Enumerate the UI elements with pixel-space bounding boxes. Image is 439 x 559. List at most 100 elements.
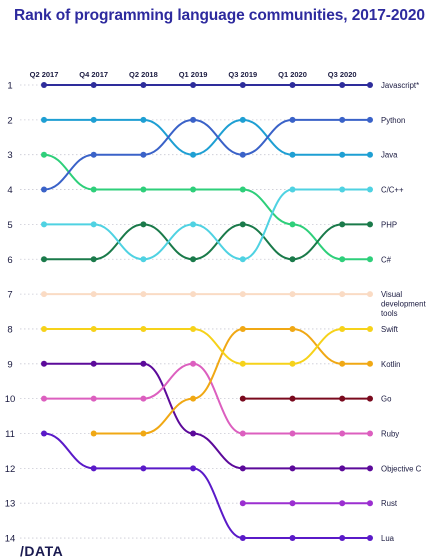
data-point-javascript xyxy=(140,82,147,88)
data-point-swift xyxy=(289,360,296,367)
legend: Javascript* Python Java C/C++ PHP C# Visual dev… xyxy=(367,81,426,543)
series-line-java xyxy=(43,118,344,156)
data-point-objective-c xyxy=(289,465,296,472)
legend-marker-swift xyxy=(367,325,373,332)
y-tick-label: 4 xyxy=(7,185,12,196)
y-tick-label: 11 xyxy=(5,429,15,440)
y-tick-label: 10 xyxy=(5,394,16,405)
data-point-c xyxy=(190,186,197,193)
y-tick-label: 12 xyxy=(5,464,16,475)
legend-label-line: tools xyxy=(381,309,398,318)
data-point-c-c xyxy=(90,221,97,228)
legend-label-java: Java xyxy=(381,151,398,160)
x-axis-labels: Q2 2017 Q4 2017 Q2 2018 Q1 2019 Q3 2019 Q1 20… xyxy=(30,70,357,79)
data-point-swift xyxy=(239,360,246,367)
data-point-ruby xyxy=(90,395,97,402)
y-tick-label: 2 xyxy=(7,115,12,126)
data-point-swift xyxy=(90,325,97,332)
data-point-visual-development-tools xyxy=(239,291,246,298)
data-point-c-c xyxy=(190,221,197,228)
x-tick-label: Q4 2017 xyxy=(79,70,108,79)
data-point-php xyxy=(190,256,197,263)
data-point-objective-c xyxy=(190,430,197,437)
x-tick-label: Q3 2019 xyxy=(228,70,257,79)
y-tick-label: 3 xyxy=(7,150,12,161)
legend-marker-rust xyxy=(367,500,373,507)
legend-marker-java xyxy=(367,151,373,158)
legend-label-line: Visual xyxy=(381,290,402,299)
data-point-javascript xyxy=(289,82,296,88)
data-point-visual-development-tools xyxy=(41,291,47,298)
y-tick-label: 14 xyxy=(5,534,16,545)
data-point-javascript xyxy=(239,82,246,88)
x-tick-label: Q1 2020 xyxy=(278,70,307,79)
data-point-visual-development-tools xyxy=(90,291,97,298)
data-point-go xyxy=(289,395,296,402)
data-point-c-c xyxy=(239,256,246,263)
data-point-lua xyxy=(41,430,47,437)
series-line-objective-c xyxy=(43,362,344,470)
data-point-lua xyxy=(140,465,147,472)
data-point-rust xyxy=(289,500,296,507)
legend-marker-lua xyxy=(367,535,373,542)
data-point-objective-c xyxy=(140,360,147,367)
data-point-java xyxy=(289,151,296,158)
x-tick-label: Q3 2020 xyxy=(328,70,357,79)
data-point-ruby xyxy=(140,395,147,402)
series-line-kotlin xyxy=(92,327,344,435)
y-tick-label: 13 xyxy=(5,499,16,510)
data-point-rust xyxy=(239,500,246,507)
series-line-c xyxy=(43,153,344,261)
legend-label-rust: Rust xyxy=(381,499,398,508)
y-tick-label: 9 xyxy=(7,359,12,370)
data-point-java xyxy=(239,116,246,123)
data-point-java xyxy=(90,116,97,123)
y-tick-label: 8 xyxy=(7,324,12,335)
data-point-ruby xyxy=(190,360,197,367)
data-point-python xyxy=(140,151,147,158)
data-point-swift xyxy=(41,325,47,332)
data-point-objective-c xyxy=(90,360,97,367)
legend-label-python: Python xyxy=(381,116,405,125)
data-point-visual-development-tools xyxy=(140,291,147,298)
series-line-swift xyxy=(43,327,344,365)
data-point-c xyxy=(90,186,97,193)
y-tick-label: 6 xyxy=(7,255,12,266)
data-point-c xyxy=(140,186,147,193)
legend-marker-kotlin xyxy=(367,360,373,367)
data-point-lua xyxy=(289,535,296,542)
data-point-visual-development-tools xyxy=(289,291,296,298)
data-point-php xyxy=(239,221,246,228)
data-point-php xyxy=(41,256,47,263)
data-point-python xyxy=(41,186,47,193)
legend-label-swift: Swift xyxy=(381,325,399,334)
data-point-ruby xyxy=(41,395,47,402)
data-point-python xyxy=(239,151,246,158)
data-point-python xyxy=(90,151,97,158)
legend-label-c: C# xyxy=(381,255,392,264)
series-points xyxy=(41,82,370,542)
legend-marker-c xyxy=(367,256,373,263)
legend-marker-php xyxy=(367,221,373,228)
data-point-java xyxy=(41,116,47,123)
data-point-lua xyxy=(90,465,97,472)
data-point-objective-c xyxy=(239,465,246,472)
data-point-c-c xyxy=(289,186,296,193)
data-point-c xyxy=(239,186,246,193)
y-tick-label: 1 xyxy=(7,81,12,92)
data-point-javascript xyxy=(41,82,47,88)
data-point-python xyxy=(190,116,197,123)
data-point-kotlin xyxy=(239,325,246,332)
data-point-lua xyxy=(190,465,197,472)
data-point-go xyxy=(239,395,246,402)
data-point-ruby xyxy=(239,430,246,437)
logo: /DATA xyxy=(20,543,64,559)
series-line-php xyxy=(43,223,344,261)
data-point-ruby xyxy=(289,430,296,437)
data-point-kotlin xyxy=(190,395,197,402)
legend-label-visual-development-tools: Visual development tools xyxy=(381,290,426,318)
data-point-c xyxy=(289,221,296,228)
legend-marker-visual-development-tools xyxy=(367,291,373,298)
